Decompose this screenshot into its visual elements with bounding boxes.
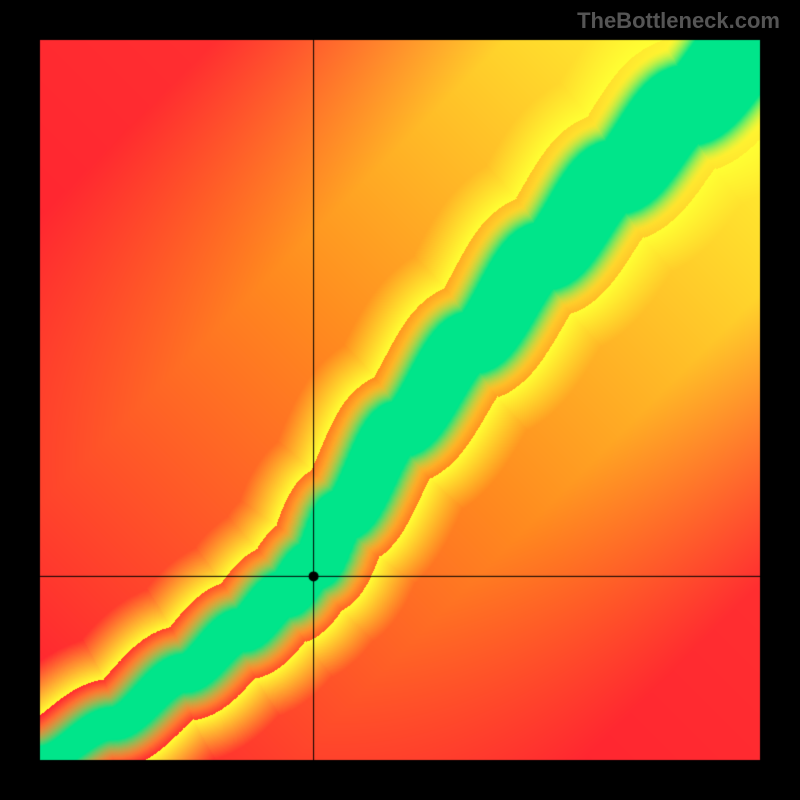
watermark-text: TheBottleneck.com (577, 8, 780, 34)
chart-container: TheBottleneck.com (0, 0, 800, 800)
bottleneck-heatmap (0, 0, 800, 800)
